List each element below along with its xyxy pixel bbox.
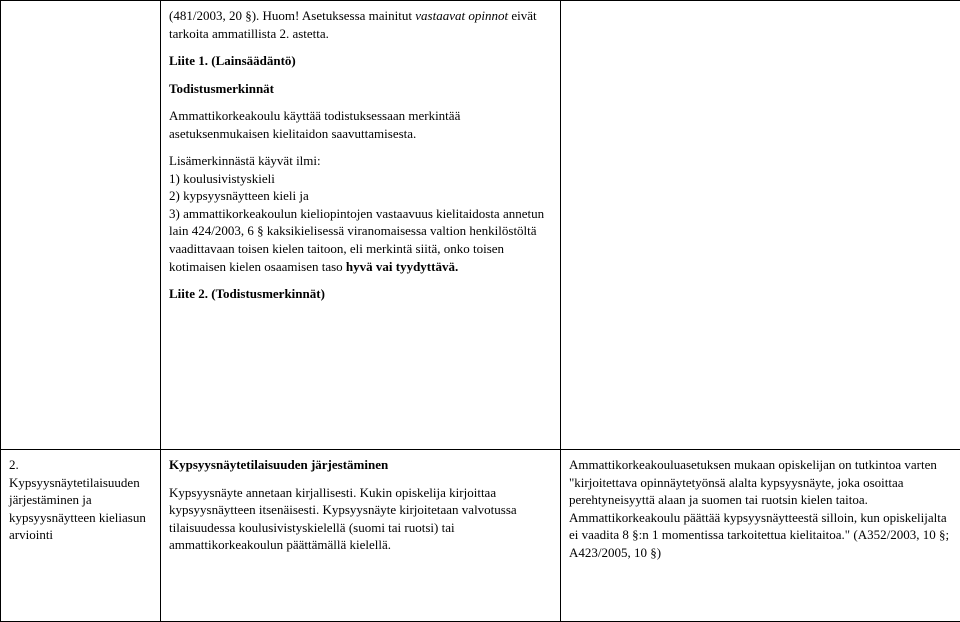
- row1-p5-li2: 2) kypsyysnäytteen kieli ja: [169, 188, 309, 203]
- row1-mid-p5: Lisämerkinnästä käyvät ilmi: 1) koulusiv…: [169, 152, 552, 275]
- row1-p5-li3-bold: hyvä vai tyydyttävä.: [346, 259, 458, 274]
- row2-right-p1: Ammattikorkeakouluasetuksen mukaan opisk…: [569, 456, 952, 561]
- row2-mid-p2: Kypsyysnäyte annetaan kirjallisesti. Kuk…: [169, 484, 552, 554]
- row1-p1-pre: (481/2003, 20 §). Huom! Asetuksessa main…: [169, 8, 415, 23]
- table-row: 2. Kypsyysnäytetilaisuuden järjestäminen…: [1, 449, 960, 621]
- row1-mid-p4: Ammattikorkeakoulu käyttää todistuksessa…: [169, 107, 552, 142]
- row2-left-label: 2. Kypsyysnäytetilaisuuden järjestäminen…: [9, 456, 152, 544]
- row1-p5-li1: 1) koulusivistyskieli: [169, 171, 275, 186]
- row1-mid-p1: (481/2003, 20 §). Huom! Asetuksessa main…: [169, 7, 552, 42]
- row1-mid-p6: Liite 2. (Todistusmerkinnät): [169, 285, 552, 303]
- row1-right-cell: [561, 1, 960, 450]
- document-table: (481/2003, 20 §). Huom! Asetuksessa main…: [0, 0, 960, 622]
- row1-mid-cell: (481/2003, 20 §). Huom! Asetuksessa main…: [161, 1, 561, 450]
- row1-mid-p2: Liite 1. (Lainsäädäntö): [169, 52, 552, 70]
- row2-mid-cell: Kypsyysnäytetilaisuuden järjestäminen Ky…: [161, 449, 561, 621]
- row2-left-cell: 2. Kypsyysnäytetilaisuuden järjestäminen…: [1, 449, 161, 621]
- table-row: (481/2003, 20 §). Huom! Asetuksessa main…: [1, 1, 960, 450]
- row1-mid-p3: Todistusmerkinnät: [169, 80, 552, 98]
- row2-mid-p1: Kypsyysnäytetilaisuuden järjestäminen: [169, 456, 552, 474]
- row2-right-cell: Ammattikorkeakouluasetuksen mukaan opisk…: [561, 449, 960, 621]
- row1-left-cell: [1, 1, 161, 450]
- row1-p1-em: vastaavat opinnot: [415, 8, 508, 23]
- row1-p5-intro: Lisämerkinnästä käyvät ilmi:: [169, 153, 321, 168]
